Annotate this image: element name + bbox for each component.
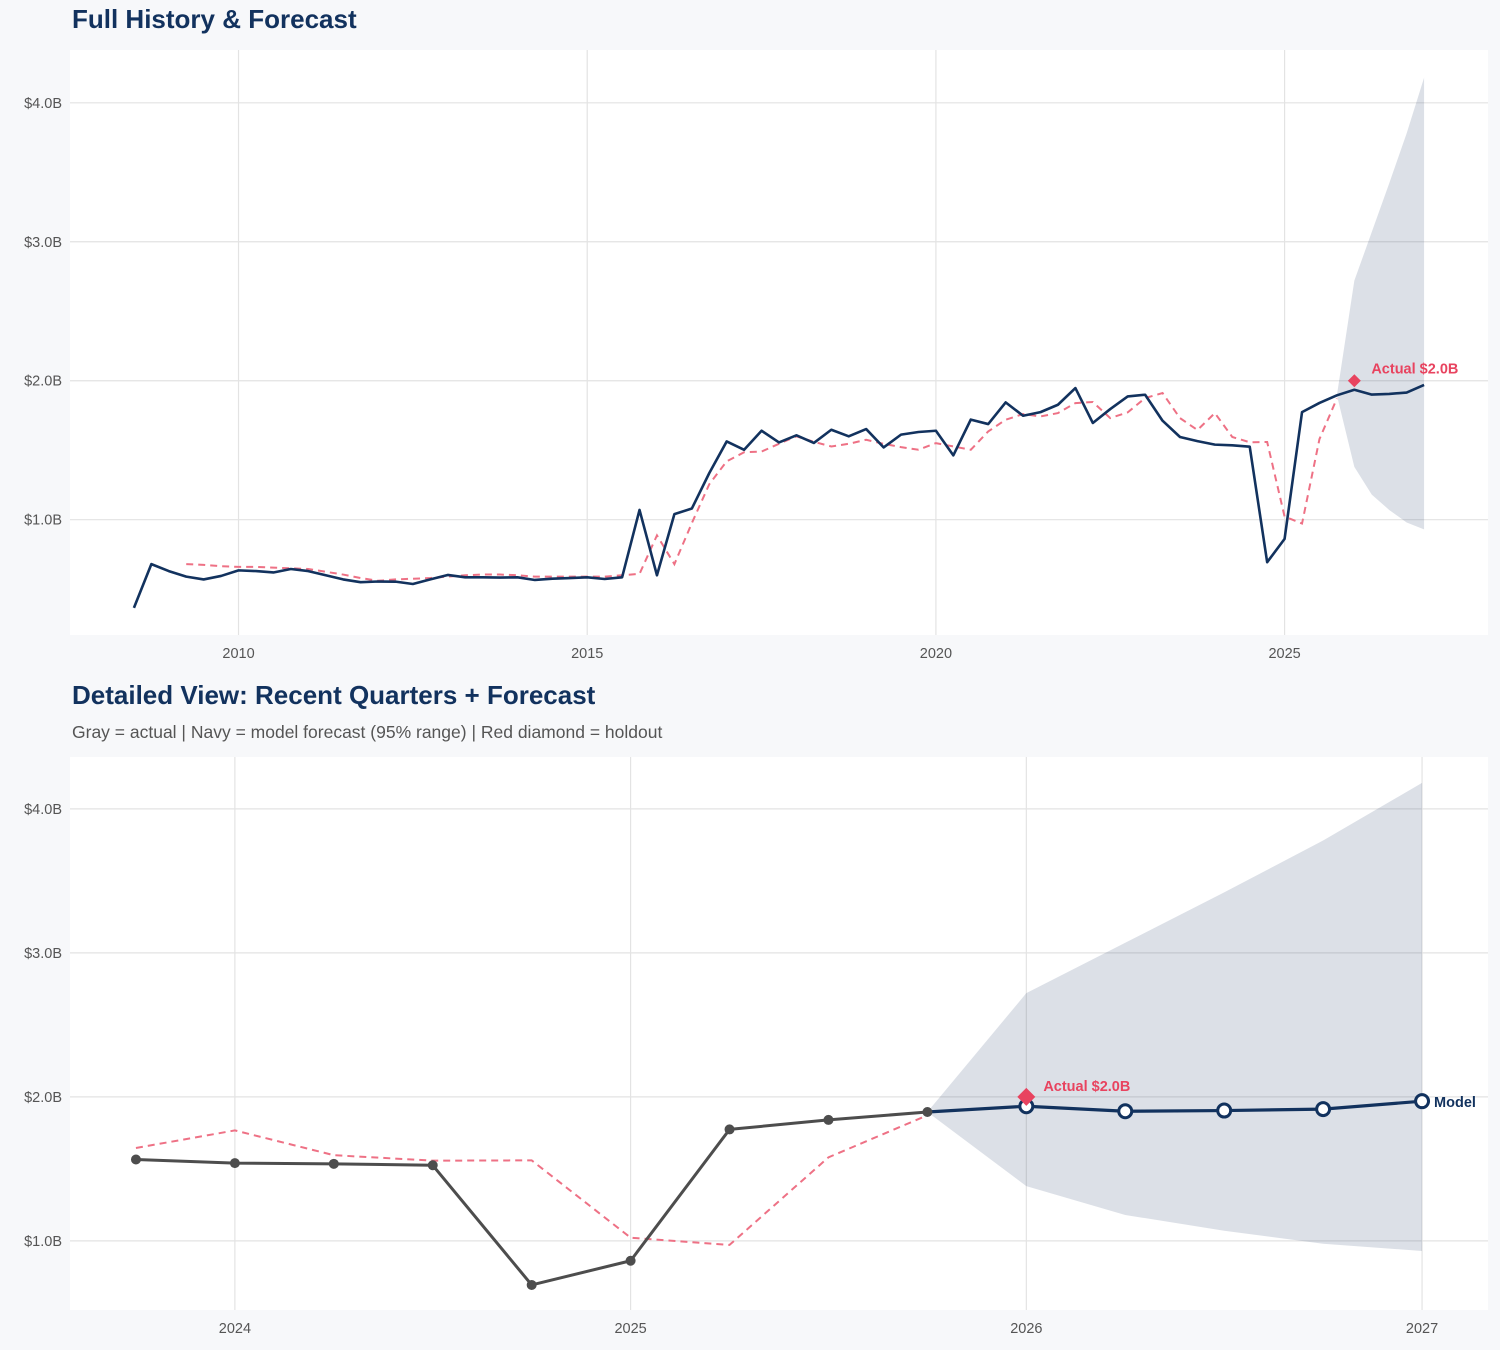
actual-point	[724, 1124, 735, 1135]
y-tick-label: $3.0B	[24, 946, 62, 962]
top-chart-title: Full History & Forecast	[72, 4, 357, 34]
y-tick-label: $2.0B	[24, 374, 62, 390]
x-tick-label: 2010	[222, 646, 254, 662]
fitted-line	[135, 1114, 928, 1246]
y-tick-label: $4.0B	[24, 96, 62, 112]
actual-point	[229, 1158, 240, 1169]
history-chart: $1.0B $2.0B $3.0B $4.0B 2010 2015 2020 2025 Actu…	[24, 50, 1488, 662]
holdout-annotation: Actual $2.0B	[1371, 362, 1458, 378]
y-tick-label: $1.0B	[24, 513, 62, 529]
y-tick-label: $2.0B	[24, 1090, 62, 1106]
plot-area	[70, 50, 1488, 635]
actual-forecast-line	[132, 383, 1425, 609]
x-tick-label: 2025	[1268, 646, 1300, 662]
detail-chart-subtitle: Gray = actual | Navy = model forecast (9…	[72, 722, 663, 742]
forecast-point	[1315, 1101, 1332, 1118]
holdout-diamond	[1347, 374, 1361, 388]
actual-point	[922, 1106, 933, 1117]
x-tick-label: 2020	[920, 646, 952, 662]
y-tick-label: $4.0B	[24, 802, 62, 818]
x-tick-label: 2024	[219, 1321, 251, 1337]
detail-chart: $1.0B $2.0B $3.0B $4.0B 2024 2025 2026 2027 Mode…	[24, 757, 1488, 1337]
x-tick-label: 2026	[1010, 1321, 1042, 1337]
actual-point	[328, 1158, 339, 1169]
actual-point	[427, 1160, 438, 1171]
y-tick-label: $3.0B	[24, 235, 62, 251]
forecast-95-band	[927, 782, 1423, 1251]
forecast-95-band	[1336, 77, 1425, 530]
actual-point	[130, 1154, 141, 1165]
holdout-annotation: Actual $2.0B	[1043, 1079, 1130, 1095]
forecast-label: Model	[1434, 1095, 1476, 1111]
holdout-diamond	[1017, 1087, 1036, 1106]
forecast-point	[1414, 1093, 1431, 1110]
detail-chart-title: Detailed View: Recent Quarters + Forecas…	[72, 680, 596, 710]
plot-area	[70, 757, 1488, 1310]
actual-point	[526, 1279, 537, 1290]
actual-point	[823, 1114, 834, 1125]
x-tick-label: 2025	[614, 1321, 646, 1337]
x-tick-label: 2015	[571, 646, 603, 662]
forecast-point	[1117, 1103, 1134, 1120]
actual-point	[625, 1255, 636, 1266]
y-tick-label: $1.0B	[24, 1234, 62, 1250]
forecast-line	[927, 1099, 1423, 1114]
x-tick-label: 2027	[1406, 1321, 1438, 1337]
forecast-point	[1216, 1102, 1233, 1119]
